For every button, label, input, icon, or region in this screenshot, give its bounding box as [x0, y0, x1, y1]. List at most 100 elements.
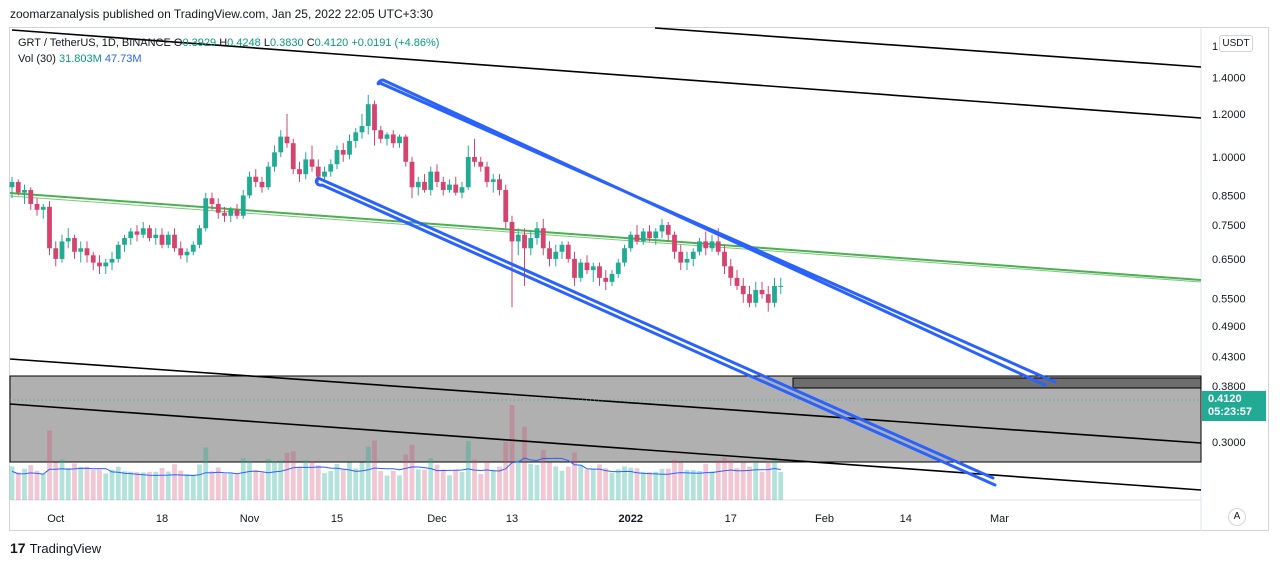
- candle-body: [740, 285, 746, 295]
- time-tick-label: Nov: [240, 513, 260, 525]
- channel-upper-tip: [376, 78, 384, 86]
- legend-change: +0.0191 (+4.86%): [351, 37, 440, 49]
- candle-body: [315, 166, 321, 177]
- candle-body: [765, 294, 771, 303]
- candle-body: [572, 258, 577, 278]
- volume-bar: [459, 472, 465, 500]
- candle-body: [165, 234, 171, 245]
- candle-body: [778, 285, 784, 287]
- volume-bar: [190, 474, 196, 500]
- legend-open-label: O: [173, 37, 183, 49]
- volume-bar: [440, 469, 446, 500]
- candle-body: [584, 262, 590, 271]
- trendline-lower-1[interactable]: [9, 358, 1202, 444]
- legend-symbol: GRT / TetherUS, 1D, BINANCE: [18, 37, 171, 49]
- auto-scale-button[interactable]: A: [1228, 508, 1246, 526]
- candle-body: [172, 234, 177, 249]
- volume-bar: [97, 469, 102, 500]
- volume-bar: [634, 468, 640, 500]
- channel-upper-band[interactable]: [378, 78, 1057, 387]
- volume-ma-line: [11, 457, 781, 477]
- volume-bar: [665, 468, 671, 500]
- volume-bar: [484, 462, 490, 500]
- candle-body: [203, 198, 209, 229]
- price-tick-label: 0.6500: [1212, 254, 1246, 266]
- candle-body: [22, 189, 27, 193]
- volume-bar: [197, 464, 202, 500]
- candle-body: [772, 285, 777, 303]
- volume-bar: [253, 470, 259, 500]
- candle-body: [709, 241, 715, 249]
- candle-body: [297, 169, 302, 175]
- volume-bar: [140, 472, 146, 500]
- candle-body: [722, 251, 727, 267]
- volume-bar: [359, 462, 365, 500]
- footer-branding[interactable]: 17 TradingView: [10, 540, 101, 556]
- volume-bar: [78, 466, 84, 500]
- candle-body: [372, 104, 377, 131]
- trendline-upper-2[interactable]: [654, 27, 1202, 68]
- candle-body: [265, 166, 271, 188]
- volume-bar: [272, 461, 277, 500]
- current-price-value: 0.4120: [1208, 393, 1242, 405]
- chart-legend: GRT / TetherUS, 1D, BINANCE O0.3929 H0.4…: [18, 35, 439, 67]
- volume-bar: [603, 468, 609, 500]
- time-axis-labels: Oct 18 Nov 15 Dec 13 2022 17 Feb 14 Mar: [47, 513, 1009, 525]
- volume-bar: [734, 468, 740, 500]
- volume-bar: [653, 471, 659, 500]
- candle-body: [59, 241, 65, 259]
- volume-bar: [72, 463, 77, 500]
- legend-open: 0.3929: [182, 37, 217, 49]
- candle-body: [659, 225, 665, 232]
- candle-body: [528, 238, 534, 249]
- volume-bar: [547, 462, 552, 500]
- volume-bar: [453, 469, 459, 500]
- currency-button[interactable]: USDT: [1219, 35, 1253, 52]
- volume-bar: [22, 468, 27, 500]
- candle-body: [147, 228, 152, 239]
- published-line: zoomarzanalysis published on TradingView…: [10, 7, 434, 21]
- candle-body: [565, 244, 571, 259]
- candle-body: [684, 258, 690, 263]
- candle-body: [272, 152, 277, 167]
- legend-low: 0.3830: [269, 37, 304, 49]
- volume-bar: [40, 473, 46, 500]
- trendline-upper-1[interactable]: [11, 29, 1202, 119]
- price-tick-label: 0.3000: [1212, 437, 1246, 449]
- candle-body: [178, 248, 184, 256]
- channel-lower-band[interactable]: [316, 176, 997, 487]
- tradingview-logo-icon: 17: [10, 540, 26, 556]
- volume-bar: [428, 458, 434, 500]
- legend-volume-row: Vol (30) 31.803M 47.73M: [18, 51, 439, 67]
- candle-body: [190, 244, 196, 252]
- support-zone[interactable]: [9, 375, 1202, 463]
- volume-bar: [534, 464, 540, 500]
- volume-bar: [134, 472, 140, 500]
- candle-body: [697, 241, 702, 252]
- candle-body: [753, 289, 759, 303]
- legend-high-label: H: [219, 37, 228, 49]
- candle-body: [578, 262, 584, 278]
- volume-bar: [222, 473, 227, 500]
- resistance-box[interactable]: [792, 377, 1202, 389]
- candle-body: [72, 238, 77, 252]
- volume-bar: [690, 470, 696, 500]
- candle-body: [353, 132, 359, 141]
- candle-body: [490, 179, 496, 182]
- candle-body: [284, 136, 290, 144]
- candle-body: [747, 294, 752, 303]
- trendline-green[interactable]: [9, 192, 1202, 281]
- volume-bar: [572, 452, 577, 500]
- chart-frame[interactable]: [9, 27, 1269, 531]
- volume-bar: [397, 475, 402, 500]
- candle-body: [653, 231, 659, 239]
- candle-body: [590, 266, 596, 271]
- volume-bar: [328, 470, 334, 500]
- trendline-lower-2[interactable]: [9, 403, 1202, 491]
- volume-bar: [628, 467, 634, 500]
- time-tick-label: 15: [331, 513, 343, 525]
- volume-bar: [684, 469, 690, 500]
- candle-body: [615, 262, 621, 274]
- candle-body: [553, 251, 559, 259]
